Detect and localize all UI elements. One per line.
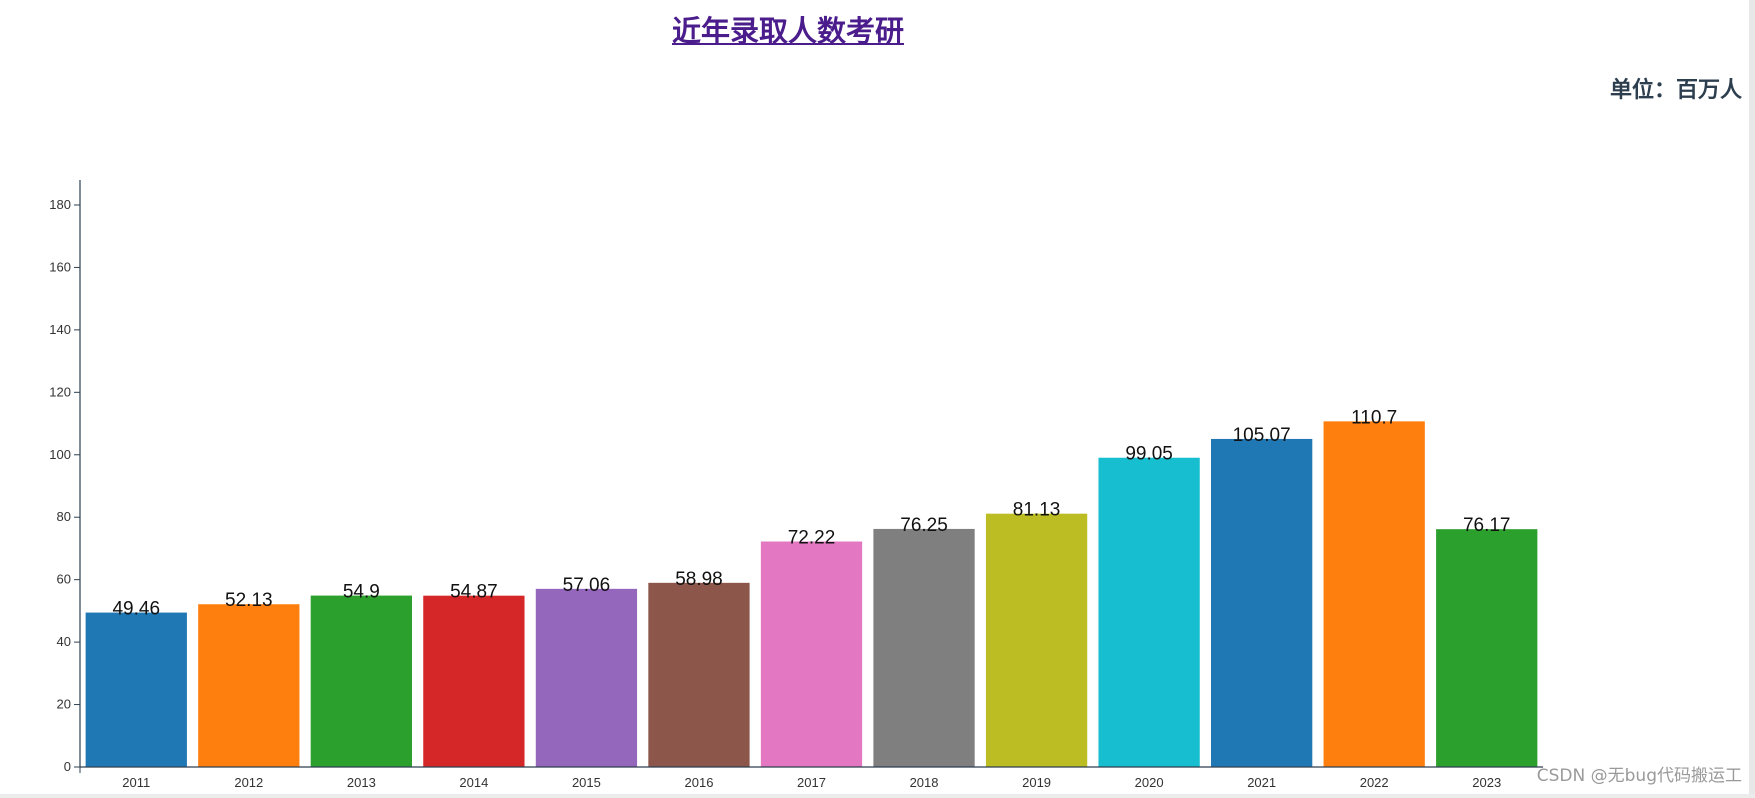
bar-2018 bbox=[873, 528, 975, 767]
data-label-2021: 105.07 bbox=[1233, 425, 1291, 446]
bar-2022 bbox=[1323, 421, 1425, 767]
x-tick-label-2011: 2011 bbox=[122, 775, 150, 790]
y-tick-label: 180 bbox=[49, 197, 71, 212]
data-label-2013: 54.9 bbox=[343, 582, 380, 603]
y-tick-label: 160 bbox=[49, 259, 71, 274]
bar-2023 bbox=[1436, 529, 1538, 767]
bar-2017 bbox=[760, 541, 863, 767]
x-tick-label-2012: 2012 bbox=[234, 775, 263, 790]
bar-2020 bbox=[1098, 457, 1200, 767]
y-tick-label: 100 bbox=[49, 447, 71, 462]
x-tick-label-2022: 2022 bbox=[1360, 775, 1389, 790]
y-tick-label: 40 bbox=[57, 634, 71, 649]
y-tick-label: 80 bbox=[57, 509, 71, 524]
data-label-2015: 57.06 bbox=[563, 575, 611, 596]
bar-2013 bbox=[310, 595, 412, 767]
x-axis: 2011 2012 2013 2014 2015 2016 2017 2018 2019 2020… bbox=[79, 766, 1543, 790]
bar-2011 bbox=[85, 612, 187, 767]
data-label-2018: 76.25 bbox=[900, 515, 948, 536]
y-tick-label: 140 bbox=[49, 322, 71, 337]
bar-2019 bbox=[985, 513, 1088, 767]
data-labels: 49.46 52.13 54.9 54.87 57.06 58.98 72.22 76.25 8… bbox=[112, 407, 1510, 619]
y-tick-label: 0 bbox=[64, 759, 71, 774]
bar-2015 bbox=[535, 588, 638, 767]
bar-2021 bbox=[1211, 438, 1313, 767]
data-label-2011: 49.46 bbox=[112, 599, 160, 620]
chart-title: 近年录取人数考研 bbox=[672, 14, 905, 48]
data-label-2022: 110.7 bbox=[1351, 407, 1397, 428]
x-tick-label-2023: 2023 bbox=[1472, 775, 1501, 790]
x-tick-label-2021: 2021 bbox=[1247, 775, 1276, 790]
x-tick-label-2019: 2019 bbox=[1022, 775, 1051, 790]
data-label-2017: 72.22 bbox=[788, 528, 836, 549]
horizontal-scrollbar[interactable] bbox=[0, 794, 1755, 798]
x-tick-label-2014: 2014 bbox=[459, 775, 488, 790]
bar-2012 bbox=[198, 604, 300, 767]
y-tick-label: 60 bbox=[57, 572, 71, 587]
watermark: CSDN @无bug代码搬运工 bbox=[1536, 766, 1742, 786]
data-label-2019: 81.13 bbox=[1013, 500, 1061, 521]
x-tick-label-2015: 2015 bbox=[572, 775, 601, 790]
bar-2014 bbox=[423, 595, 525, 767]
data-label-2023: 76.17 bbox=[1463, 515, 1511, 536]
x-tick-label-2020: 2020 bbox=[1135, 775, 1164, 790]
x-tick-label-2018: 2018 bbox=[910, 775, 939, 790]
vertical-scrollbar[interactable] bbox=[1749, 0, 1755, 798]
data-label-2014: 54.87 bbox=[450, 582, 498, 603]
x-tick-label-2016: 2016 bbox=[685, 775, 714, 790]
unit-label: 单位：百万人 bbox=[1609, 78, 1742, 103]
data-label-2020: 99.05 bbox=[1125, 444, 1173, 465]
y-tick-label: 20 bbox=[57, 697, 71, 712]
data-label-2012: 52.13 bbox=[225, 590, 273, 611]
y-axis: 0 20 40 60 80 100 120 140 160 180 bbox=[49, 180, 81, 774]
data-label-2016: 58.98 bbox=[675, 569, 723, 590]
x-tick-label-2013: 2013 bbox=[347, 775, 376, 790]
y-tick-label: 120 bbox=[49, 384, 71, 399]
bar-2016 bbox=[648, 582, 750, 767]
bars bbox=[85, 421, 1538, 767]
x-tick-label-2017: 2017 bbox=[797, 775, 826, 790]
